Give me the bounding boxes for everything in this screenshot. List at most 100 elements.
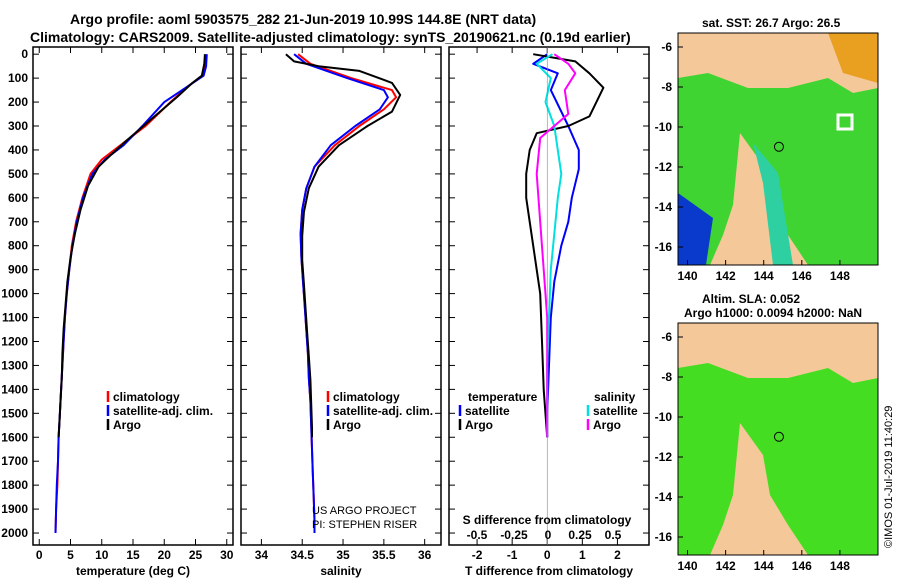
- sst-argo-marker: [836, 113, 854, 131]
- depth-tick-label: 1800: [1, 478, 28, 492]
- depth-tick-label: 200: [8, 95, 28, 109]
- sal-legend-climatology-label: climatology: [333, 390, 400, 404]
- lat-tick-label: -16: [655, 530, 673, 544]
- lon-tick-label: 146: [792, 559, 812, 573]
- depth-tick-label: 2000: [1, 526, 28, 540]
- diff-legend-sal-header: salinity: [594, 390, 636, 404]
- x-tick-label: 15: [126, 548, 140, 562]
- title-line-2: Climatology: CARS2009. Satellite-adjuste…: [30, 29, 631, 45]
- secondary-tick-label: -0.25: [500, 528, 528, 542]
- sla-map-title-1: Altim. SLA: 0.052: [702, 292, 801, 306]
- depth-tick-label: 900: [8, 263, 28, 277]
- series-line-salinity-satellite: [535, 53, 563, 438]
- lat-tick-label: -8: [661, 80, 672, 94]
- x-tick-label: 35.5: [372, 548, 396, 562]
- x-tick-label: 35: [336, 548, 350, 562]
- depth-tick-label: 1600: [1, 430, 28, 444]
- lon-tick-label: 142: [716, 559, 736, 573]
- x-tick-label: 1: [579, 548, 586, 562]
- depth-tick-label: 1400: [1, 382, 28, 396]
- depth-tick-label: 700: [8, 215, 28, 229]
- lon-tick-label: 148: [830, 269, 850, 283]
- sst-warm-patch: [828, 33, 878, 83]
- depth-tick-label: 1700: [1, 454, 28, 468]
- lat-tick-label: -8: [661, 370, 672, 384]
- x-tick-label: -1: [507, 548, 518, 562]
- credit-line-2: PI: STEPHEN RISER: [312, 519, 418, 531]
- series-line-argo: [285, 53, 402, 438]
- sst-map-title: sat. SST: 26.7 Argo: 26.5: [702, 16, 841, 30]
- lat-tick-label: -12: [655, 160, 673, 174]
- lat-tick-label: -12: [655, 450, 673, 464]
- diff-legend-temp-sat-label: satellite: [465, 404, 510, 418]
- lon-tick-label: 144: [754, 559, 774, 573]
- depth-tick-label: 100: [8, 71, 28, 85]
- sst-map-frame: [677, 32, 879, 266]
- depth-tick-label: 1500: [1, 406, 28, 420]
- x-tick-label: 30: [220, 548, 234, 562]
- series-line-temperature-satellite: [532, 53, 580, 438]
- panel-frame: [32, 46, 234, 546]
- x-tick-label: 0: [36, 548, 43, 562]
- depth-tick-label: 800: [8, 239, 28, 253]
- depth-tick-label: 300: [8, 119, 28, 133]
- diff-legend-temp-argo-label: Argo: [465, 418, 493, 432]
- sst-cold-patch: [678, 193, 713, 265]
- depth-tick-label: 1200: [1, 334, 28, 348]
- secondary-tick-label: -0.5: [467, 528, 488, 542]
- series-line-argo: [57, 54, 206, 438]
- x-tick-label: 0: [544, 548, 551, 562]
- diff-legend-temp-header: temperature: [468, 390, 538, 404]
- secondary-tick-label: 0.5: [605, 528, 622, 542]
- secondary-axis-label: S difference from climatology: [463, 513, 632, 527]
- x-axis-label: T difference from climatology: [465, 564, 633, 578]
- sst-float-location: [773, 141, 784, 152]
- sla-map-frame: [677, 322, 879, 556]
- depth-tick-label: 600: [8, 191, 28, 205]
- series-line-satellite-adj-clim-: [54, 54, 208, 534]
- secondary-tick-label: 0.25: [568, 528, 592, 542]
- lat-tick-label: -10: [655, 410, 673, 424]
- imos-timestamp: ©IMOS 01-Jul-2019 11:40:29: [883, 405, 895, 548]
- lat-tick-label: -14: [655, 490, 673, 504]
- lat-tick-label: -16: [655, 240, 673, 254]
- diff-legend-sal-sat-label: satellite: [593, 404, 638, 418]
- sal-legend-argo-label: Argo: [333, 418, 361, 432]
- x-tick-label: 20: [158, 548, 172, 562]
- lon-tick-label: 140: [678, 559, 698, 573]
- depth-tick-label: 1100: [2, 311, 28, 325]
- title-line-1: Argo profile: aoml 5903575_282 21-Jun-20…: [70, 11, 537, 27]
- lat-tick-label: -14: [655, 200, 673, 214]
- lon-tick-label: 142: [716, 269, 736, 283]
- x-tick-label: 10: [95, 548, 109, 562]
- sla-float-location: [773, 431, 784, 442]
- temp-legend-satellite-label: satellite-adj. clim.: [113, 404, 213, 418]
- temp-legend-climatology-label: climatology: [113, 390, 180, 404]
- x-axis-label: temperature (deg C): [76, 564, 190, 578]
- lat-tick-label: -6: [661, 40, 672, 54]
- credit-line-1: US ARGO PROJECT: [312, 505, 417, 517]
- x-tick-label: 34.5: [291, 548, 315, 562]
- sla-map-ocean: [678, 363, 878, 555]
- sst-cool-band: [753, 143, 793, 265]
- x-tick-label: 5: [67, 548, 74, 562]
- lon-tick-label: 148: [830, 559, 850, 573]
- panel-frame: [448, 46, 650, 546]
- panel-frame: [240, 46, 442, 546]
- sst-map-ocean: [678, 73, 878, 265]
- series-line-temperature-argo: [525, 53, 605, 438]
- sst-map: [677, 32, 879, 266]
- depth-tick-label: 1300: [1, 358, 28, 372]
- depth-tick-label: 0: [21, 47, 28, 61]
- lat-tick-label: -10: [655, 120, 673, 134]
- x-tick-label: 36: [418, 548, 432, 562]
- depth-tick-label: 1900: [1, 502, 28, 516]
- depth-tick-label: 500: [8, 167, 28, 181]
- x-tick-label: -2: [472, 548, 483, 562]
- series-line-climatology: [54, 54, 207, 534]
- x-tick-label: 2: [614, 548, 621, 562]
- lon-tick-label: 144: [754, 269, 774, 283]
- lat-tick-label: -6: [661, 330, 672, 344]
- sal-legend-satellite-label: satellite-adj. clim.: [333, 404, 433, 418]
